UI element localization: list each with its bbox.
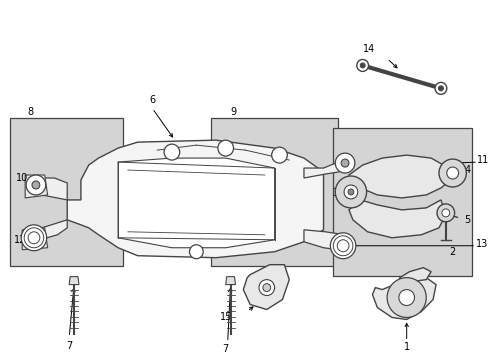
Polygon shape (348, 200, 445, 238)
Bar (211, 118, 338, 266)
Circle shape (189, 245, 203, 259)
Circle shape (438, 86, 443, 91)
Polygon shape (67, 140, 323, 258)
Circle shape (446, 167, 458, 179)
Circle shape (164, 144, 180, 160)
Bar (10, 118, 122, 266)
Circle shape (344, 185, 357, 199)
Polygon shape (22, 228, 47, 250)
Circle shape (436, 204, 454, 222)
Text: 11: 11 (476, 155, 488, 165)
Circle shape (271, 147, 287, 163)
Text: 14: 14 (363, 44, 375, 54)
Polygon shape (243, 265, 289, 310)
Bar (333, 128, 471, 276)
Text: 4: 4 (463, 165, 469, 175)
Circle shape (360, 63, 365, 68)
Circle shape (259, 280, 274, 296)
Circle shape (218, 140, 233, 156)
Polygon shape (30, 220, 67, 240)
Circle shape (347, 189, 353, 195)
Text: 13: 13 (475, 239, 487, 249)
Text: 7: 7 (222, 345, 228, 354)
Text: 10: 10 (16, 173, 28, 183)
Polygon shape (348, 155, 450, 198)
Polygon shape (372, 278, 435, 319)
Text: 6: 6 (149, 95, 155, 105)
Circle shape (434, 82, 446, 94)
Polygon shape (398, 268, 430, 282)
Circle shape (438, 159, 466, 187)
Circle shape (32, 181, 40, 189)
Text: 7: 7 (66, 341, 72, 351)
Polygon shape (69, 276, 79, 285)
Polygon shape (30, 178, 67, 200)
Polygon shape (304, 160, 350, 178)
Polygon shape (118, 158, 274, 248)
Text: 1: 1 (403, 342, 409, 352)
Polygon shape (25, 175, 47, 198)
Circle shape (263, 284, 270, 292)
Circle shape (21, 225, 46, 251)
Text: 5: 5 (463, 215, 469, 225)
Polygon shape (304, 230, 350, 252)
Circle shape (398, 289, 414, 306)
Circle shape (341, 159, 348, 167)
Circle shape (330, 233, 355, 259)
Polygon shape (225, 276, 235, 285)
Text: 9: 9 (230, 107, 236, 117)
Text: 15: 15 (219, 312, 231, 323)
Circle shape (356, 59, 368, 71)
Circle shape (335, 176, 366, 208)
Circle shape (335, 153, 354, 173)
Circle shape (441, 209, 449, 217)
Text: 3: 3 (331, 188, 338, 198)
Circle shape (26, 175, 45, 195)
Text: 2: 2 (448, 247, 455, 257)
Circle shape (386, 278, 426, 318)
Text: 8: 8 (27, 107, 33, 117)
Text: 12: 12 (14, 235, 26, 245)
